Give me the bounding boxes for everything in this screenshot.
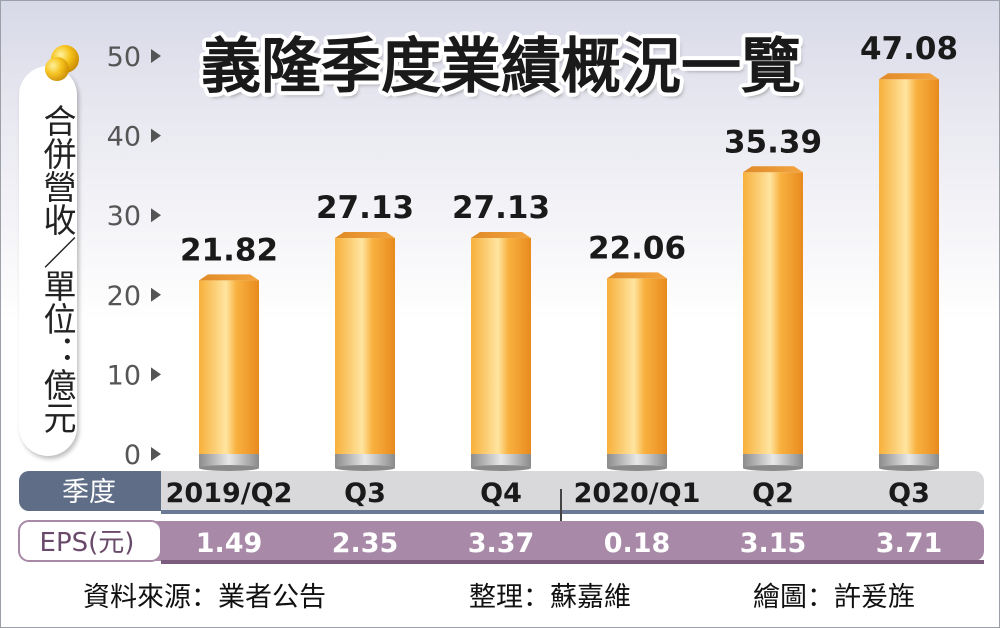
category-label: Q2 <box>752 478 794 509</box>
category-label: 2020/Q1 <box>574 478 701 509</box>
bar <box>471 238 531 454</box>
eps-value: 3.37 <box>468 528 535 559</box>
y-tick-arrow <box>151 447 161 461</box>
bar-top <box>199 274 259 281</box>
value-label: 47.08 <box>860 31 958 67</box>
value-label: 35.39 <box>724 124 822 160</box>
category-labels: 2019/Q2 Q3 Q4 2020/Q1 Q2 Q3 <box>166 478 930 509</box>
category-label: Q3 <box>888 478 930 509</box>
y-tick-arrow <box>151 128 161 143</box>
y-tick-label: 10 <box>107 360 141 391</box>
bar-base <box>743 454 803 468</box>
y-tick-label: 50 <box>107 42 141 73</box>
bar-top <box>471 232 531 239</box>
bar-base-bottom <box>471 465 531 471</box>
bar <box>879 79 939 455</box>
eps-value: 0.18 <box>604 528 671 559</box>
chart-title-shadow: 義隆季度業績概況一覽 <box>204 36 804 106</box>
bar-base-bottom <box>879 465 939 471</box>
y-tick-arrow <box>151 208 161 223</box>
y-tick-arrow <box>151 287 161 302</box>
y-tick-arrow <box>151 367 161 382</box>
category-label: 2019/Q2 <box>166 478 293 509</box>
artist-credit: 繪圖：許爰旌 <box>753 582 915 613</box>
value-labels: 21.82 27.13 27.13 22.06 35.39 47.08 <box>180 31 958 268</box>
eps-value: 2.35 <box>332 528 399 559</box>
bar-base-bottom <box>199 465 259 471</box>
bar-base-bottom <box>607 465 667 471</box>
chart-title-outline: 義隆季度業績概況一覽 <box>201 32 801 102</box>
eps-row-tag <box>18 520 162 562</box>
bar-top <box>743 166 803 173</box>
y-axis-label-box: 合併營收／單位：億元 <box>19 66 77 456</box>
bar-top <box>607 272 667 279</box>
editor-credit: 整理：蘇嘉維 <box>469 582 631 613</box>
y-tick-label: 20 <box>107 281 141 312</box>
eps-value: 1.49 <box>196 528 263 559</box>
bar-base-bottom <box>335 465 395 471</box>
y-axis-label: 合併營收／單位：億元 <box>38 104 77 434</box>
eps-row: EPS(元) 1.49 2.35 3.37 0.18 3.15 3.71 <box>18 520 984 564</box>
pin-icon <box>45 45 79 81</box>
y-tick-label: 40 <box>107 122 141 153</box>
bar-top <box>335 232 395 239</box>
y-tick-arrow <box>151 49 161 63</box>
y-axis-ticks: 0 10 20 30 40 50 <box>107 42 161 471</box>
bars <box>199 73 939 471</box>
eps-value: 3.71 <box>876 528 943 559</box>
footer: 資料來源：業者公告 整理：蘇嘉維 繪圖：許爰旌 <box>1 569 999 619</box>
chart-title-group: 義隆季度業績概況一覽 義隆季度業績概況一覽 義隆季度業績概況一覽 <box>197 28 805 106</box>
source-credit: 資料來源：業者公告 <box>83 582 326 613</box>
eps-row-label: EPS(元) <box>40 528 135 558</box>
bar-top <box>879 73 939 80</box>
y-tick-label: 0 <box>124 440 141 471</box>
value-label: 27.13 <box>452 190 550 226</box>
bar <box>743 172 803 454</box>
bar-base <box>879 454 939 468</box>
bar-base <box>199 454 259 468</box>
value-label: 22.06 <box>588 230 686 266</box>
bar <box>199 280 259 454</box>
bar <box>335 238 395 454</box>
eps-row-bg <box>19 521 984 561</box>
quarter-row: 季度 2019/Q2 Q3 Q4 2020/Q1 Q2 Q3 <box>19 471 984 545</box>
eps-value: 3.15 <box>740 528 807 559</box>
category-label: Q3 <box>344 478 386 509</box>
y-tick-label: 30 <box>107 201 141 232</box>
quarter-row-tag <box>19 471 161 511</box>
chart-title: 義隆季度業績概況一覽 <box>201 32 801 102</box>
quarter-row-label: 季度 <box>62 477 116 508</box>
bar-base <box>471 454 531 468</box>
category-label: Q4 <box>480 478 522 509</box>
value-label: 21.82 <box>180 232 278 268</box>
bar <box>607 278 667 454</box>
bar-base <box>335 454 395 468</box>
bar-base <box>607 454 667 468</box>
quarter-row-bg <box>19 471 984 511</box>
quarter-row-tag-edge <box>151 471 161 511</box>
bar-base-bottom <box>743 465 803 471</box>
value-label: 27.13 <box>316 190 414 226</box>
eps-values: 1.49 2.35 3.37 0.18 3.15 3.71 <box>196 528 943 559</box>
